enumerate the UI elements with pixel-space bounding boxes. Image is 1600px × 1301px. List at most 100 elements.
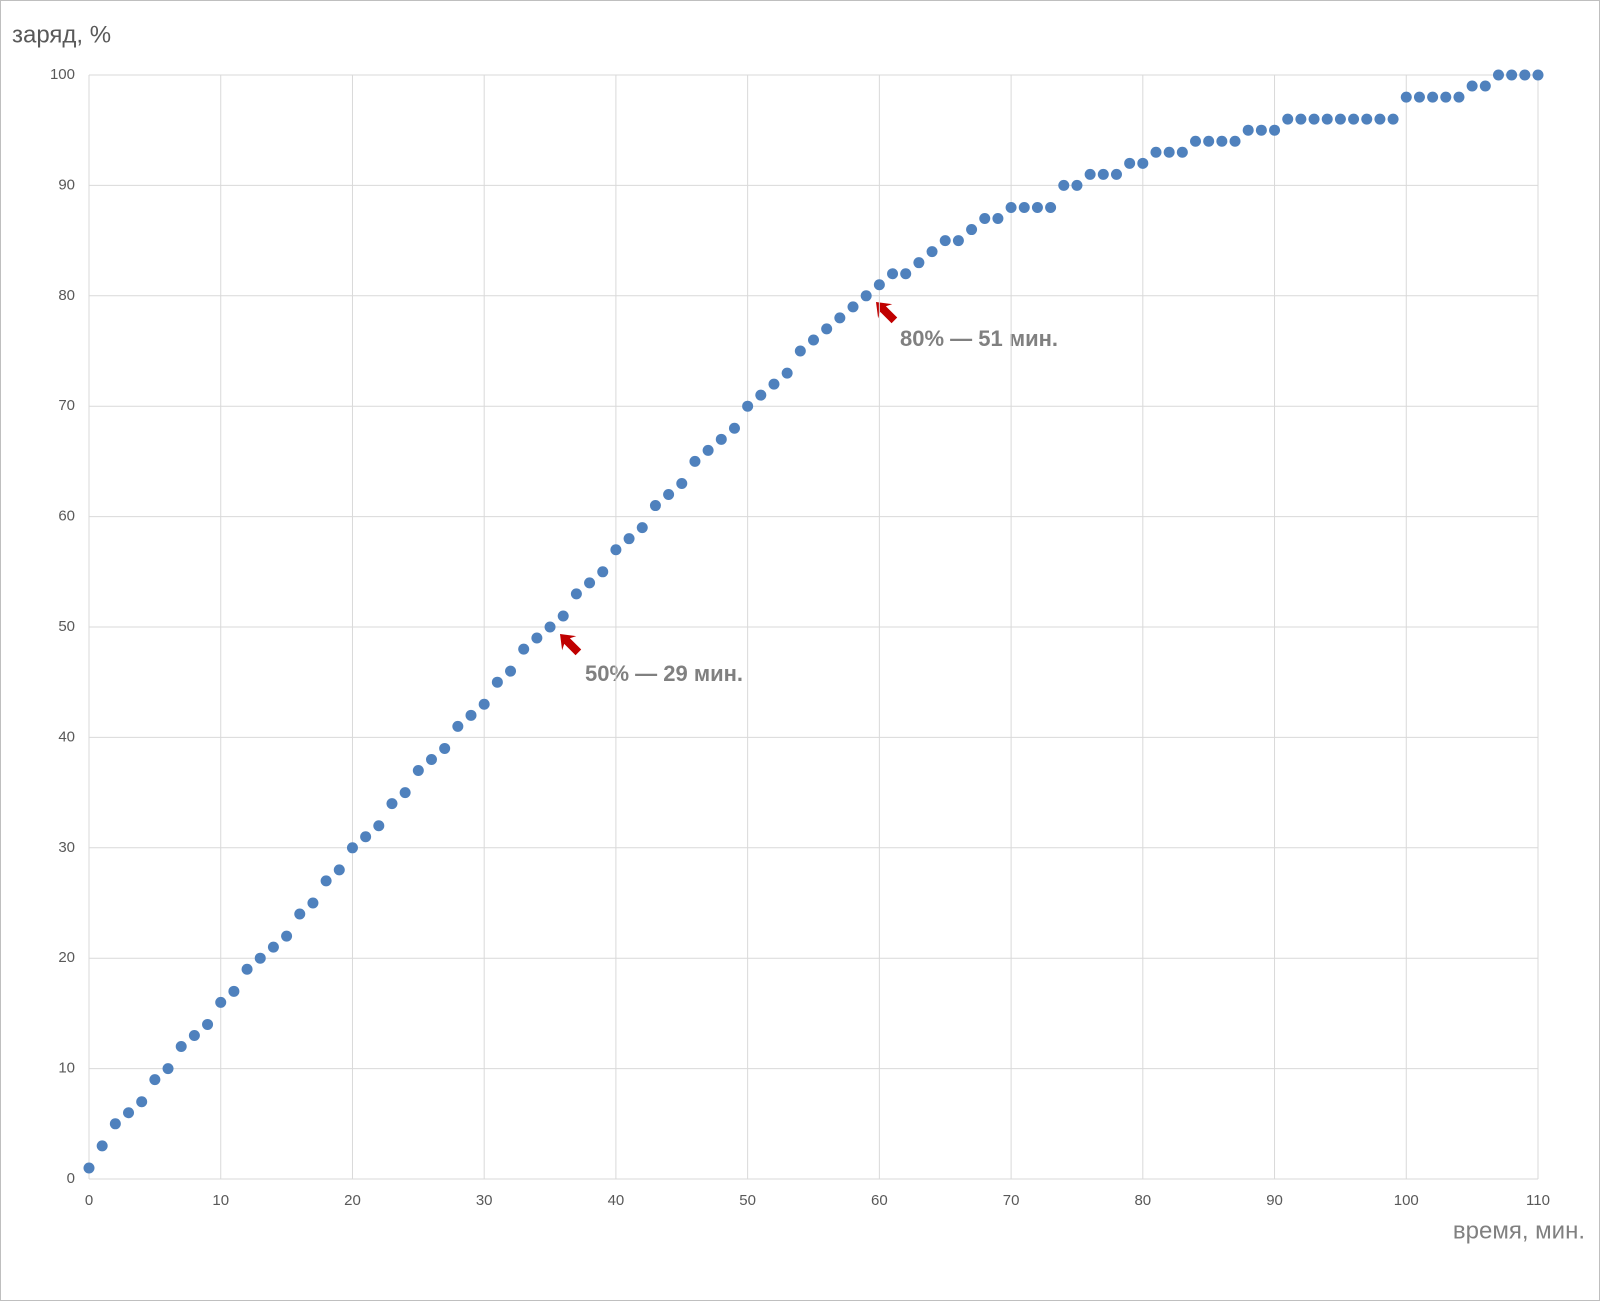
point [1506,69,1518,81]
point [1110,168,1122,180]
point [491,676,503,688]
point [597,566,609,578]
annotation: 50% — 29 мин. [585,661,743,686]
point [267,941,279,953]
point [1466,80,1478,92]
point [1308,113,1320,125]
point [742,400,754,412]
point [386,798,398,810]
point [1242,124,1254,136]
point [1295,113,1307,125]
point [202,1018,214,1030]
point [254,952,266,964]
point [439,742,451,754]
point [1071,179,1083,191]
point [175,1041,187,1053]
point [873,279,885,291]
point [821,323,833,335]
y-tick-label: 30 [58,839,75,856]
point [808,334,819,346]
point [1216,135,1228,147]
x-tick-label: 100 [1394,1192,1419,1209]
point [136,1096,148,1108]
point [346,842,358,854]
point [557,610,569,622]
point [1400,91,1412,103]
point [900,268,912,280]
point [992,213,1004,225]
x-tick-label: 50 [739,1192,756,1209]
x-tick-label: 30 [476,1192,493,1209]
point [847,301,859,313]
point [926,246,938,258]
point [623,533,635,545]
y-tick-label: 0 [67,1170,75,1187]
point [465,709,477,721]
x-axis-label: время, мин. [1453,1217,1585,1244]
point [83,1162,95,1174]
y-axis-label: заряд, % [12,21,111,48]
point [478,698,490,710]
point [373,820,385,832]
point [1282,113,1294,125]
point [452,720,464,732]
point [241,963,253,975]
point [281,930,293,942]
point [834,312,846,324]
point [1413,91,1425,103]
x-tick-label: 0 [85,1192,93,1209]
point [1492,69,1504,81]
point [399,787,411,799]
point [768,378,780,390]
point [294,908,306,920]
point [333,864,345,876]
point [913,257,925,269]
point [663,489,675,501]
point [966,224,978,236]
point [728,422,740,434]
point [1190,135,1202,147]
point [162,1063,174,1075]
point [1124,157,1136,169]
y-tick-label: 20 [58,949,75,966]
point [1150,146,1162,158]
arrow [876,302,898,324]
point [1084,168,1096,180]
y-tick-label: 90 [58,176,75,193]
x-tick-label: 10 [212,1192,229,1209]
x-tick-label: 20 [344,1192,361,1209]
point [702,444,714,456]
point [188,1029,200,1041]
x-tick-label: 70 [1003,1192,1020,1209]
point [412,765,424,777]
point [649,500,661,512]
x-tick-label: 110 [1526,1192,1550,1209]
point [1137,157,1149,169]
point [1519,69,1531,81]
point [1163,146,1175,158]
point [531,632,543,644]
point [1058,179,1070,191]
y-tick-label: 100 [50,66,75,83]
point [781,367,793,379]
y-tick-label: 10 [58,1060,75,1077]
x-tick-label: 60 [871,1192,888,1209]
point [123,1107,135,1119]
point [1374,113,1386,125]
annotation: 80% — 51 мин. [900,326,1058,351]
point [505,665,517,677]
point [1427,91,1439,103]
point [1176,146,1188,158]
point [1532,69,1544,81]
point [636,522,648,534]
point [1348,113,1360,125]
point [1321,113,1333,125]
point [1269,124,1281,136]
y-tick-label: 60 [58,508,75,525]
point [1255,124,1267,136]
point [939,235,951,247]
y-tick-label: 40 [58,728,75,745]
